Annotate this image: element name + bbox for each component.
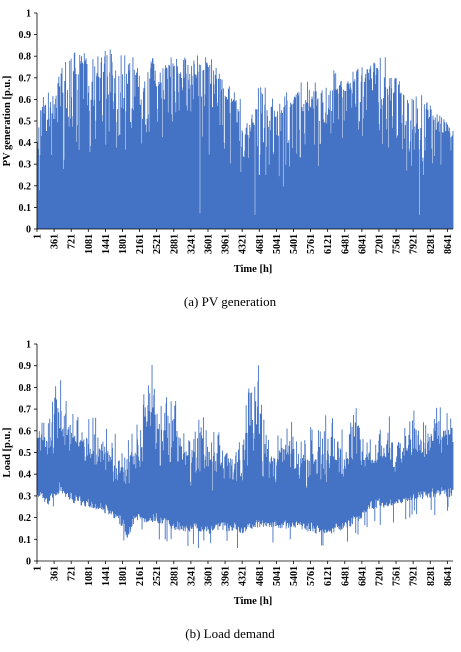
y-tick-label: 0.6 [19,95,32,106]
x-tick-label: 8641 [443,566,454,586]
x-tick-label: 361 [50,566,61,581]
x-tick-label: 4681 [255,234,266,254]
x-tick-label: 8641 [443,234,454,254]
x-tick-label: 2161 [135,566,146,586]
x-tick-label: 6121 [323,566,334,586]
x-tick-label: 6841 [357,234,368,254]
y-tick-label: 0.4 [19,138,32,149]
x-tick-label: 2881 [169,234,180,254]
y-tick-label: 0.5 [19,117,32,128]
chart-b-caption: (b) Load demand [185,626,275,641]
x-tick-label: 6121 [323,234,334,254]
y-tick-label: 0 [26,557,31,568]
pv-generation-chart: 0 0.1 0.2 0.3 0.4 0.5 0.6 0.7 0.8 0.9 1 1 361 721 1081… [2,9,454,276]
y-tick-label: 0.6 [19,426,32,437]
x-tick-label: 2521 [152,234,163,254]
x-tick-label: 3961 [221,234,232,254]
y-axis-title: Load [p.u.] [2,428,13,478]
y-tick-label: 0.2 [19,181,32,192]
x-tick-label: 1 [33,566,44,571]
y-axis-title: PV generation [p.u.] [2,76,13,167]
x-tick-label: 7561 [392,566,403,586]
x-tick-label: 6481 [340,234,351,254]
y-tick-label: 0.8 [19,52,32,63]
x-tick-label: 3601 [203,566,214,586]
y-tick-label: 0.1 [19,203,32,214]
y-tick-label: 0.8 [19,383,32,394]
y-tick-label: 1 [26,9,31,20]
load-demand-chart: 0 0.1 0.2 0.3 0.4 0.5 0.6 0.7 0.8 0.9 1 1 361 721 1081… [2,340,454,608]
x-axis-title: Time [h] [234,264,273,275]
x-tick-label: 2161 [135,234,146,254]
x-tick-label: 361 [50,234,61,249]
x-tick-label: 2881 [169,566,180,586]
y-tick-label: 0.2 [19,513,32,524]
x-tick-label: 5761 [306,234,317,254]
y-tick-label: 0.7 [19,405,32,416]
x-tick-label: 3241 [186,234,197,254]
x-tick-label: 1 [33,234,44,239]
y-tick-label: 0.4 [19,470,32,481]
x-tick-label: 4681 [255,566,266,586]
x-tick-label: 7561 [392,234,403,254]
y-tick-label: 0.3 [19,491,32,502]
x-tick-label: 5401 [289,234,300,254]
y-tick-label: 0.3 [19,160,32,171]
x-tick-label: 1801 [118,234,129,254]
x-tick-label: 1801 [118,566,129,586]
series-area [36,49,454,229]
x-tick-label: 1441 [101,566,112,586]
x-tick-label: 5041 [272,234,283,254]
x-tick-label: 4321 [238,234,249,254]
x-tick-label: 7201 [374,234,385,254]
y-tick-label: 0 [26,225,31,236]
x-tick-label: 1081 [84,234,95,254]
x-tick-label: 3241 [186,566,197,586]
x-tick-label: 8281 [426,234,437,254]
x-tick-label: 8281 [426,566,437,586]
x-tick-label: 3961 [221,566,232,586]
x-tick-label: 5401 [289,566,300,586]
y-tick-label: 0.7 [19,73,32,84]
x-tick-label: 721 [67,234,78,249]
x-axis-title: Time [h] [234,596,273,607]
y-tick-label: 0.1 [19,535,32,546]
y-tick-label: 0.9 [19,30,32,41]
y-tick-label: 0.9 [19,361,32,372]
x-tick-label: 7201 [374,566,385,586]
x-tick-label: 6841 [357,566,368,586]
x-tick-label: 7921 [409,234,420,254]
x-tick-label: 6481 [340,566,351,586]
x-tick-label: 5761 [306,566,317,586]
x-tick-label: 7921 [409,566,420,586]
x-tick-label: 4321 [238,566,249,586]
x-tick-label: 5041 [272,566,283,586]
x-tick-label: 721 [67,566,78,581]
x-tick-label: 1081 [84,566,95,586]
y-tick-label: 1 [26,340,31,351]
x-tick-label: 2521 [152,566,163,586]
x-tick-label: 1441 [101,234,112,254]
y-tick-label: 0.5 [19,448,32,459]
chart-a-caption: (a) PV generation [184,294,277,309]
series-area [36,365,454,548]
x-tick-label: 3601 [203,234,214,254]
